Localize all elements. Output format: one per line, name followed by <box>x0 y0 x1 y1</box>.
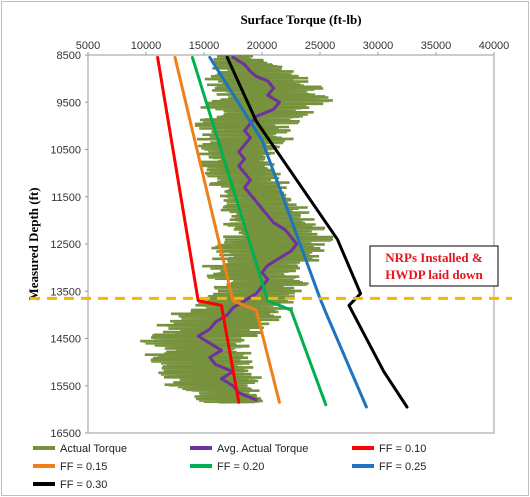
x-tick-label: 35000 <box>421 40 452 52</box>
legend-label: FF = 0.25 <box>379 461 426 473</box>
x-tick-label: 15000 <box>189 40 220 52</box>
y-tick-label: 9500 <box>57 97 81 109</box>
y-tick-label: 14500 <box>50 334 81 346</box>
series-line-ff-0-10 <box>156 55 241 404</box>
y-tick-label: 12500 <box>50 239 81 251</box>
x-axis-title: Surface Torque (ft-lb) <box>240 12 361 27</box>
y-tick-label: 8500 <box>57 50 81 62</box>
x-tick-label: 20000 <box>247 40 278 52</box>
legend-label: FF = 0.15 <box>60 461 107 473</box>
legend-label: FF = 0.30 <box>60 479 107 491</box>
y-tick-label: 10500 <box>50 145 81 157</box>
y-tick-label: 16500 <box>50 428 81 440</box>
y-axis-title: Measured Depth (ft) <box>26 187 41 300</box>
x-tick-label: 30000 <box>363 40 394 52</box>
x-tick-label: 5000 <box>76 40 100 52</box>
x-tick-label: 10000 <box>131 40 162 52</box>
legend-label: Avg. Actual Torque <box>217 443 308 455</box>
annotation-text-line: HWDP laid down <box>385 267 483 282</box>
series-line-avg-actual-torque <box>196 55 299 402</box>
y-tick-label: 11500 <box>51 192 81 204</box>
x-tick-label: 40000 <box>479 40 510 52</box>
series-line-ff-0-20 <box>190 55 328 407</box>
series-group <box>140 55 409 409</box>
x-tick-label: 25000 <box>305 40 336 52</box>
series-line-ff-0-30 <box>225 55 409 409</box>
annotation-text-line: NRPs Installed & <box>385 250 483 265</box>
legend-label: Actual Torque <box>60 443 127 455</box>
annotation-box <box>369 245 499 287</box>
legend-label: FF = 0.20 <box>217 461 264 473</box>
y-tick-label: 15500 <box>50 381 81 393</box>
legend-label: FF = 0.10 <box>379 443 426 455</box>
y-tick-label: 13500 <box>50 286 81 298</box>
series-line-ff-0-15 <box>173 55 281 404</box>
